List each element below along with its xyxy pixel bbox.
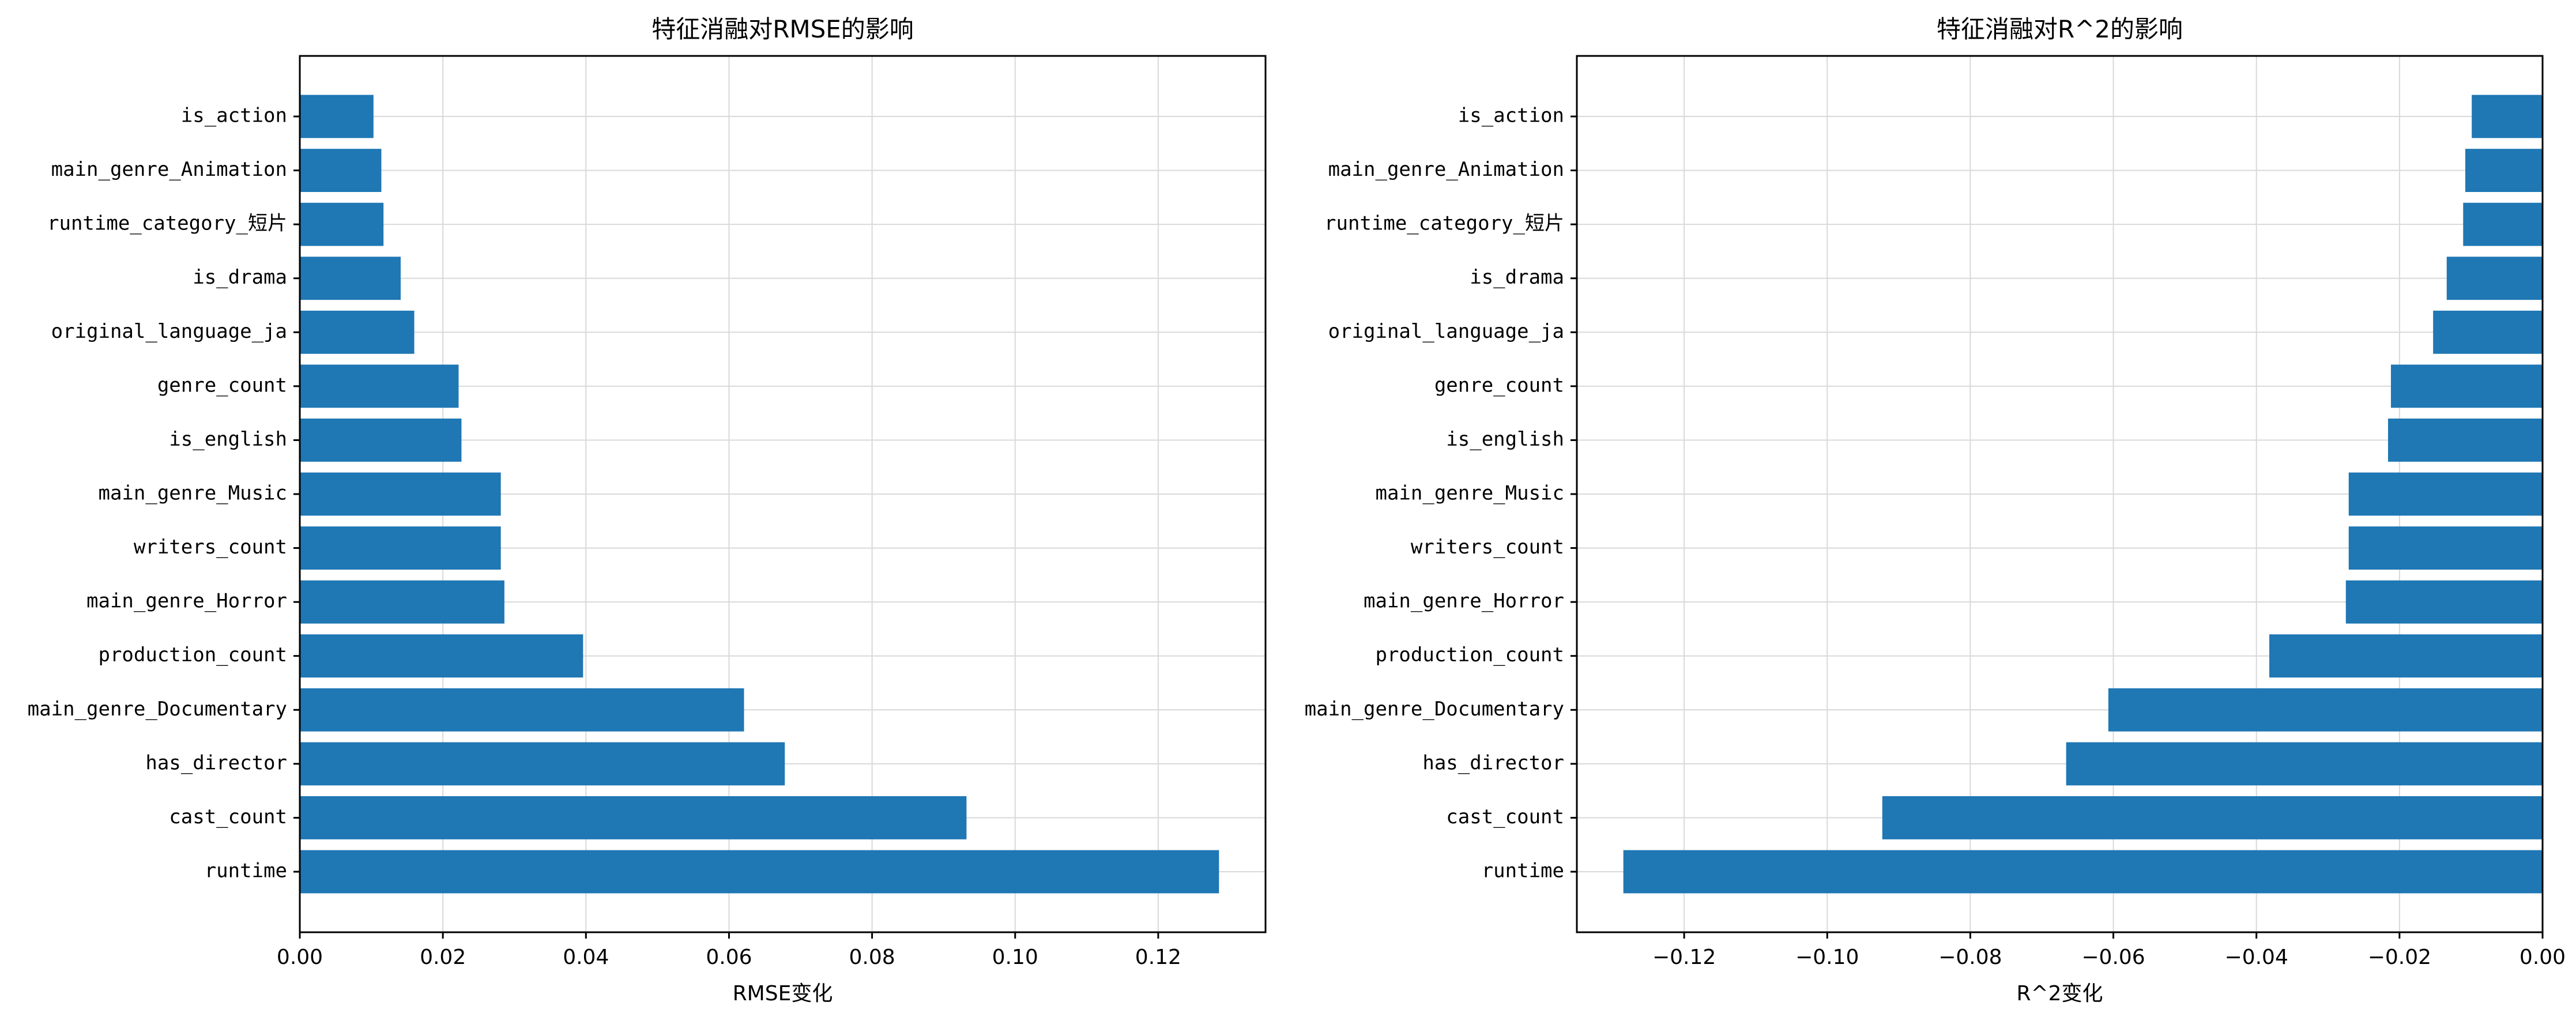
y-tick-label: is_drama (1470, 266, 1564, 289)
x-tick-label: 0.06 (706, 946, 752, 969)
bar-main_genre_Documentary (300, 688, 744, 732)
y-tick-label: is_english (169, 428, 287, 451)
x-tick-label: −0.12 (1652, 946, 1716, 969)
y-tick-label: runtime (1482, 860, 1564, 883)
bar-runtime (300, 850, 1219, 894)
chart-title: 特征消融对R^2的影响 (1937, 15, 2183, 43)
bar-main_genre_Music (300, 472, 501, 516)
y-tick-label: production_count (98, 643, 287, 666)
y-tick-label: main_genre_Music (1375, 482, 1564, 505)
y-tick-label: production_count (1375, 643, 1564, 666)
bar-has_director (300, 742, 785, 786)
bar-production_count (300, 634, 583, 678)
y-tick-label: runtime_category_短片 (1324, 212, 1564, 235)
bar-is_drama (300, 257, 401, 300)
x-tick-label: 0.00 (2519, 946, 2566, 969)
y-tick-label: main_genre_Documentary (1305, 698, 1564, 721)
bar-is_action (300, 95, 374, 138)
y-tick-label: writers_count (134, 536, 287, 559)
bar-main_genre_Animation (2465, 149, 2543, 192)
bar-genre_count (300, 364, 459, 408)
x-tick-label: −0.04 (2225, 946, 2288, 969)
bar-main_genre_Horror (2345, 580, 2543, 624)
bar-is_drama (2446, 257, 2543, 300)
bar-writers_count (300, 526, 501, 570)
bar-genre_count (2390, 364, 2543, 408)
y-tick-label: is_english (1446, 428, 1564, 451)
bar-runtime_category_短片 (300, 202, 384, 246)
y-tick-label: is_drama (193, 266, 287, 289)
bar-main_genre_Animation (300, 149, 382, 192)
x-tick-label: 0.10 (992, 946, 1038, 969)
chart-title: 特征消融对RMSE的影响 (651, 15, 914, 43)
y-tick-label: has_director (145, 751, 287, 774)
bar-original_language_ja (300, 310, 415, 354)
x-tick-label: −0.10 (1795, 946, 1859, 969)
x-tick-label: −0.02 (2368, 946, 2431, 969)
y-tick-label: cast_count (169, 805, 287, 828)
bar-runtime_category_短片 (2463, 202, 2543, 246)
y-tick-label: genre_count (157, 374, 287, 397)
bar-main_genre_Music (2348, 472, 2543, 516)
y-tick-label: is_action (1458, 104, 1564, 127)
y-tick-label: runtime (205, 860, 287, 883)
y-tick-label: writers_count (1411, 536, 1564, 559)
y-tick-label: main_genre_Horror (1364, 590, 1564, 613)
bar-writers_count (2348, 526, 2543, 570)
bar-is_english (2388, 419, 2543, 462)
y-tick-label: main_genre_Animation (51, 158, 287, 181)
bar-production_count (2269, 634, 2543, 678)
r2-ablation-chart: runtime cast_count has_director main_genre_… (1305, 15, 2566, 1005)
y-tick-label: main_genre_Horror (86, 590, 287, 613)
y-tick-label: main_genre_Documentary (28, 698, 287, 721)
bar-runtime (1623, 850, 2543, 894)
y-tick-label: original_language_ja (1328, 320, 1564, 343)
bar-original_language_ja (2433, 310, 2543, 354)
y-tick-label: is_action (181, 104, 287, 127)
bar-cast_count (1882, 796, 2543, 839)
bar-has_director (2066, 742, 2543, 786)
x-axis-label: RMSE变化 (733, 982, 833, 1005)
x-tick-label: 0.08 (849, 946, 895, 969)
x-tick-label: −0.08 (1938, 946, 2002, 969)
y-tick-label: has_director (1422, 751, 1564, 774)
bar-cast_count (300, 796, 967, 839)
x-tick-label: 0.00 (277, 946, 323, 969)
bar-is_english (300, 419, 462, 462)
y-tick-label: runtime_category_短片 (47, 212, 287, 235)
x-tick-label: 0.04 (563, 946, 609, 969)
y-tick-label: main_genre_Music (98, 482, 287, 505)
bar-main_genre_Horror (300, 580, 504, 624)
x-tick-label: −0.06 (2081, 946, 2145, 969)
y-tick-label: genre_count (1434, 374, 1564, 397)
bar-main_genre_Documentary (2108, 688, 2543, 732)
x-tick-label: 0.02 (420, 946, 466, 969)
x-axis-label: R^2变化 (2016, 982, 2103, 1005)
y-tick-label: cast_count (1446, 805, 1564, 828)
y-tick-label: original_language_ja (51, 320, 287, 343)
y-tick-label: main_genre_Animation (1328, 158, 1564, 181)
x-tick-label: 0.12 (1135, 946, 1181, 969)
rmse-ablation-chart: runtime cast_count has_director main_genre_… (28, 15, 1267, 1005)
bar-is_action (2472, 95, 2543, 138)
